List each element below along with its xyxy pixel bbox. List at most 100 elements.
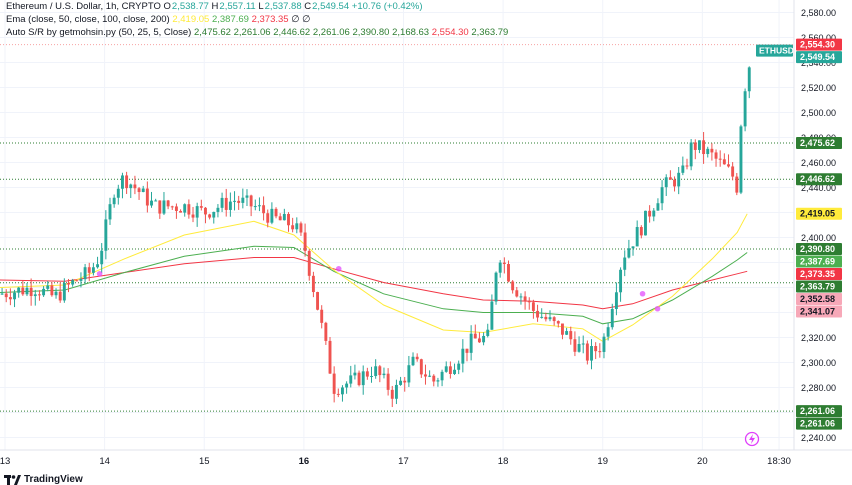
candle-body xyxy=(166,200,170,207)
candle-body xyxy=(158,200,162,214)
candle-body xyxy=(594,346,598,352)
candle xyxy=(42,286,46,297)
candle xyxy=(220,192,224,213)
candle-body xyxy=(378,366,382,376)
candle-body xyxy=(129,184,133,189)
candle xyxy=(295,217,299,234)
candle xyxy=(307,249,311,281)
candle-body xyxy=(29,287,33,297)
candle xyxy=(573,331,577,357)
candle xyxy=(25,282,29,297)
candle xyxy=(656,198,660,211)
price-label-box xyxy=(796,268,842,280)
price-label: 2,387.69 xyxy=(796,255,842,268)
price-label: 2,554.30 xyxy=(796,38,842,51)
candle-body xyxy=(498,262,502,273)
candle-body xyxy=(54,291,58,296)
candle xyxy=(465,348,469,362)
crossover-marker xyxy=(335,265,342,272)
price-label-text: 2,261.06 xyxy=(800,406,835,416)
candle xyxy=(606,322,610,341)
candle xyxy=(282,208,286,221)
candle xyxy=(594,342,598,360)
candle xyxy=(303,223,307,257)
candle-body xyxy=(316,292,320,310)
candle xyxy=(208,213,212,220)
candle-body xyxy=(87,267,91,273)
price-label-text: 2,373.35 xyxy=(800,269,835,279)
candle-body xyxy=(399,380,403,385)
candle xyxy=(660,180,664,211)
candle xyxy=(4,289,8,303)
candle xyxy=(324,321,328,345)
candle xyxy=(112,194,116,208)
candle-body xyxy=(62,282,66,301)
candle-body xyxy=(349,375,353,384)
candle-body xyxy=(511,281,515,291)
candle xyxy=(370,366,373,383)
candle-body xyxy=(108,204,112,220)
candle-body xyxy=(191,214,195,218)
replay-icon[interactable] xyxy=(744,431,760,447)
candle xyxy=(0,287,4,295)
candle xyxy=(361,365,365,395)
candle xyxy=(378,364,382,383)
price-label: 2,261.06 xyxy=(796,405,842,418)
candle-body xyxy=(270,208,274,223)
candle-body xyxy=(212,211,216,218)
candle xyxy=(527,297,531,310)
candle xyxy=(432,374,436,387)
legend-sr-row[interactable]: Auto S/R by getmohsin.py (50, 25, 5, Clo… xyxy=(6,26,508,39)
candle xyxy=(33,289,37,306)
candle-body xyxy=(220,197,224,208)
candle xyxy=(96,256,100,269)
candle-body xyxy=(453,369,456,374)
candle-body xyxy=(71,280,75,285)
price-label: 2,261.06 xyxy=(796,417,842,430)
price-axis: 2,580.002,560.002,540.002,520.002,500.00… xyxy=(793,0,842,450)
tradingview-footer[interactable]: TradingView xyxy=(4,474,83,485)
candle-body xyxy=(569,331,573,340)
candle-body xyxy=(536,310,540,318)
price-label: 2,475.62 xyxy=(796,136,842,149)
candle xyxy=(67,278,70,293)
price-label-text: 2,419.05 xyxy=(800,209,835,219)
candle-body xyxy=(403,380,407,383)
candle-body xyxy=(262,205,266,214)
candle-body xyxy=(266,213,270,223)
candle-body xyxy=(577,343,581,352)
candle xyxy=(121,172,124,199)
candle xyxy=(108,197,112,225)
candle xyxy=(71,278,75,287)
candle-body xyxy=(614,292,618,309)
candle xyxy=(357,370,361,387)
candle xyxy=(697,140,701,154)
replay-icon-bolt xyxy=(749,434,755,444)
candle-body xyxy=(623,257,627,270)
candle xyxy=(46,281,50,292)
candle-body xyxy=(295,223,299,230)
candle-body xyxy=(502,262,506,265)
replay-icon-ring xyxy=(744,431,760,447)
candle-body xyxy=(79,279,83,281)
candle-body xyxy=(677,172,681,187)
legend-sr-value: 2,475.62 xyxy=(193,27,231,38)
candle-body xyxy=(619,269,623,293)
candle-body xyxy=(411,356,415,366)
price-axis-tick-label: 2,320.00 xyxy=(801,333,836,343)
price-label: 2,373.35 xyxy=(796,268,842,280)
candle-body xyxy=(664,177,668,188)
price-axis-tick-label: 2,580.00 xyxy=(801,8,836,18)
candle-body xyxy=(50,285,54,296)
candle xyxy=(245,189,249,207)
candle xyxy=(320,305,324,329)
legend-ema-row[interactable]: Ema (close, 50, close, 100, close, 200) … xyxy=(6,13,508,26)
candle-body xyxy=(42,288,46,296)
legend-ema-value: 2,419.05 xyxy=(172,14,210,25)
candle xyxy=(457,360,461,375)
legend-high: 2,557.11 xyxy=(219,1,256,12)
candle xyxy=(390,385,394,408)
candle xyxy=(739,124,743,195)
candle xyxy=(62,278,66,303)
